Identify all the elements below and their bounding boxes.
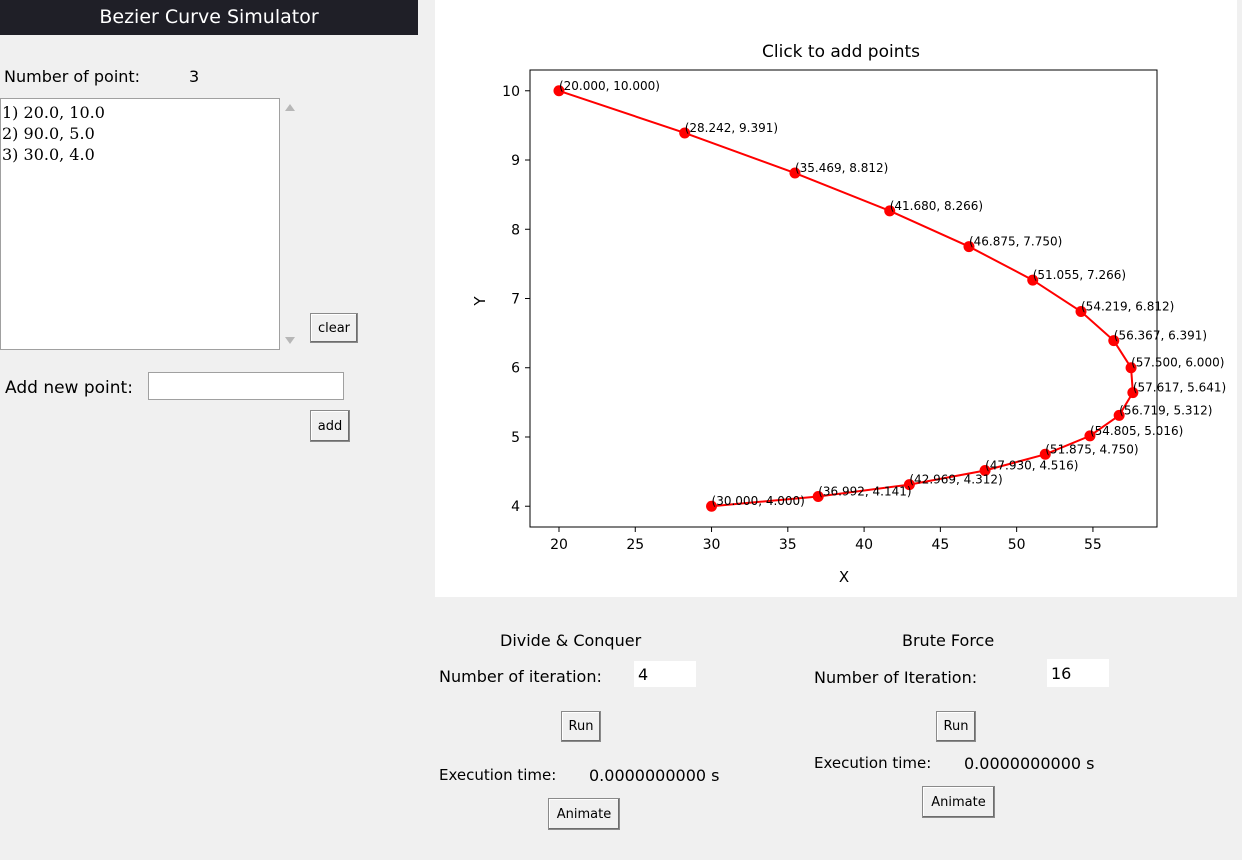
curve-point-marker[interactable]	[1125, 362, 1137, 374]
curve-point-marker[interactable]	[553, 85, 565, 97]
curve-point-marker[interactable]	[679, 127, 691, 139]
x-tick-label: 20	[550, 537, 568, 553]
curve-point-marker[interactable]	[1113, 409, 1125, 421]
point-coordinate-label: (51.875, 4.750)	[1045, 442, 1138, 456]
x-tick-label: 30	[703, 537, 721, 553]
bf-iteration-input[interactable]	[1047, 659, 1109, 687]
point-list-item[interactable]: 1) 20.0, 10.0	[2, 103, 105, 122]
point-coordinate-label: (30.000, 4.000)	[712, 494, 805, 508]
point-coordinate-label: (56.367, 6.391)	[1114, 329, 1207, 343]
curve-point-marker[interactable]	[1127, 387, 1139, 399]
curve-point-marker[interactable]	[884, 205, 896, 217]
point-list-item[interactable]: 3) 30.0, 4.0	[2, 145, 95, 164]
x-tick-label: 25	[626, 537, 644, 553]
bf-title: Brute Force	[902, 631, 995, 650]
bf-exec-time-value: 0.0000000000 s	[964, 754, 1095, 773]
y-tick-label: 10	[502, 84, 520, 100]
curve-point-marker[interactable]	[706, 500, 718, 512]
point-coordinate-label: (35.469, 8.812)	[795, 161, 888, 175]
add-point-input[interactable]	[148, 372, 344, 400]
x-tick-label: 35	[779, 537, 797, 553]
curve-point-marker[interactable]	[1039, 448, 1051, 460]
y-tick-label: 7	[511, 292, 520, 308]
point-coordinate-label: (56.719, 5.312)	[1119, 403, 1212, 417]
x-axis-label: X	[839, 568, 849, 586]
dc-animate-button[interactable]: Animate	[548, 798, 620, 830]
point-coordinate-label: (20.000, 10.000)	[559, 79, 660, 93]
y-axis-label: Y	[471, 296, 489, 307]
curve-point-marker[interactable]	[1027, 274, 1039, 286]
curve-point-marker[interactable]	[1084, 430, 1096, 442]
bf-iteration-label: Number of Iteration:	[814, 668, 978, 687]
y-tick-label: 4	[511, 499, 520, 515]
app-title: Bezier Curve Simulator	[0, 0, 418, 35]
bf-exec-time-label: Execution time:	[814, 754, 932, 772]
point-coordinate-label: (42.969, 4.312)	[909, 473, 1002, 487]
curve-point-marker[interactable]	[789, 167, 801, 179]
points-listbox[interactable]: 1) 20.0, 10.0 2) 90.0, 5.0 3) 30.0, 4.0	[0, 98, 280, 350]
x-tick-label: 50	[1008, 537, 1026, 553]
curve-point-marker[interactable]	[979, 464, 991, 476]
dc-iteration-input[interactable]	[634, 661, 696, 687]
bezier-chart[interactable]: Click to add points 20 25 30 35 40 45 50 55 456…	[435, 0, 1237, 597]
scroll-down-icon[interactable]	[285, 337, 295, 344]
curve-point-marker[interactable]	[1108, 335, 1120, 347]
x-tick-label: 45	[931, 537, 949, 553]
curve-point-marker[interactable]	[903, 479, 915, 491]
point-list-item[interactable]: 2) 90.0, 5.0	[2, 124, 95, 143]
curve-point-marker[interactable]	[1075, 306, 1087, 318]
point-coordinate-label: (54.219, 6.812)	[1081, 300, 1174, 314]
x-tick-label: 40	[855, 537, 873, 553]
curve-point-marker[interactable]	[812, 490, 824, 502]
point-coordinate-label: (28.242, 9.391)	[685, 121, 778, 135]
y-tick-label: 6	[511, 361, 520, 377]
point-count-label: Number of point:	[4, 67, 141, 86]
y-tick-label: 5	[511, 430, 520, 446]
chart-title: Click to add points	[762, 42, 920, 62]
add-button[interactable]: add	[310, 410, 350, 442]
point-coordinate-label: (46.875, 7.750)	[969, 235, 1062, 249]
bf-run-button[interactable]: Run	[936, 711, 976, 742]
dc-exec-time-value: 0.0000000000 s	[589, 766, 720, 785]
point-count-value: 3	[189, 67, 200, 86]
bf-animate-button[interactable]: Animate	[922, 786, 995, 818]
add-point-label: Add new point:	[5, 378, 133, 398]
clear-button[interactable]: clear	[310, 313, 358, 343]
point-coordinate-label: (57.617, 5.641)	[1133, 381, 1226, 395]
point-coordinate-label: (51.055, 7.266)	[1033, 268, 1126, 282]
scroll-up-icon[interactable]	[285, 104, 295, 111]
y-tick-label: 8	[511, 222, 520, 238]
dc-exec-time-label: Execution time:	[439, 766, 557, 784]
point-coordinate-label: (41.680, 8.266)	[890, 199, 983, 213]
point-coordinate-label: (47.930, 4.516)	[985, 458, 1078, 472]
dc-title: Divide & Conquer	[500, 631, 642, 650]
curve-point-marker[interactable]	[963, 241, 975, 253]
y-tick-label: 9	[511, 153, 520, 169]
dc-run-button[interactable]: Run	[561, 711, 601, 742]
dc-iteration-label: Number of iteration:	[439, 667, 602, 686]
x-tick-label: 55	[1084, 537, 1102, 553]
point-coordinate-label: (57.500, 6.000)	[1131, 356, 1224, 370]
point-coordinate-label: (36.992, 4.141)	[818, 484, 911, 498]
listbox-scrollbar[interactable]	[281, 98, 299, 350]
point-coordinate-label: (54.805, 5.016)	[1090, 424, 1183, 438]
